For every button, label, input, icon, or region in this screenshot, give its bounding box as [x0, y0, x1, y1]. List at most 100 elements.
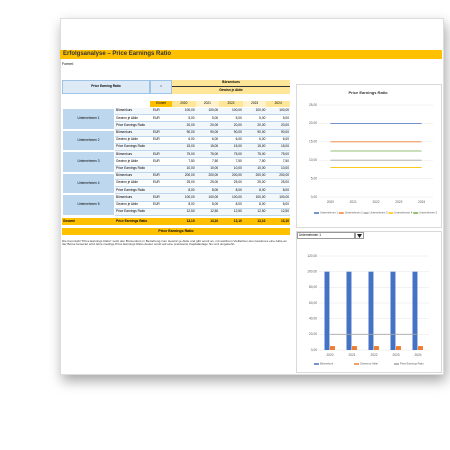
- value: 90,00: [172, 129, 196, 137]
- unit: EUR: [152, 136, 172, 144]
- chart: Price Earnings Ratio 0,00 5,00 10,00 15,00 20…: [309, 90, 438, 215]
- value: 5,00: [195, 115, 220, 123]
- formula-name: Price Earning Ratio: [62, 80, 150, 94]
- header-cell: 2023: [242, 101, 267, 107]
- value: 7,50: [172, 158, 196, 166]
- unit-empty: [152, 187, 172, 195]
- value: 12,50: [219, 208, 243, 216]
- section-text: Die Kennzahl "Price Earnings Ratio" setz…: [62, 240, 287, 247]
- total-value: 13,10: [266, 218, 290, 225]
- total-value: 13,10: [219, 218, 243, 225]
- metric: Price Earnings Ratio: [115, 165, 152, 173]
- y-tick-label: 100,00: [307, 270, 317, 274]
- value: 100,00: [242, 108, 267, 116]
- value: 100,00: [266, 108, 290, 116]
- value: 100,00: [195, 108, 220, 116]
- value: 8,00: [172, 201, 196, 209]
- value: 8,00: [219, 201, 243, 209]
- legend-label: Unternehmen 3: [370, 211, 388, 215]
- formula-label: Formel:: [62, 62, 74, 66]
- title: Erfolgsanalyse – Price Earnings Ratio: [63, 51, 172, 58]
- value: 75,00: [172, 151, 196, 159]
- bar: [346, 271, 352, 350]
- title-bar: [60, 50, 442, 59]
- value: 25,00: [266, 180, 290, 188]
- value: 200,00: [195, 172, 220, 180]
- value: 10,00: [219, 165, 243, 173]
- dropdown-arrow: [357, 233, 362, 238]
- value: 12,50: [172, 208, 196, 216]
- value: 5,00: [242, 115, 267, 123]
- value: 8,00: [195, 187, 220, 195]
- value: 20,00: [195, 122, 220, 130]
- header-cell: 2020: [172, 101, 196, 107]
- legend-label: Unternehmen 1: [320, 211, 338, 215]
- value: 25,00: [172, 180, 196, 188]
- bar: [390, 271, 396, 350]
- value: 75,00: [219, 151, 243, 159]
- value: 5,00: [266, 115, 290, 123]
- unit: EUR: [152, 158, 172, 166]
- unit: EUR: [152, 115, 172, 123]
- value: 7,50: [219, 158, 243, 166]
- y-tick-label: 120,00: [307, 254, 317, 258]
- bar: [330, 346, 335, 350]
- value: 20,00: [242, 122, 267, 130]
- y-tick-label: 80,00: [309, 285, 317, 289]
- formula-numerator: Börsenkurs: [172, 80, 290, 87]
- unit: EUR: [152, 172, 172, 180]
- x-tick-label: 2021: [350, 200, 357, 204]
- dropdown[interactable]: Unternehmen 1: [297, 232, 355, 239]
- value: 15,00: [172, 144, 196, 152]
- y-tick-label: 15,00: [309, 140, 317, 144]
- chart-title: Price Earnings Ratio: [348, 90, 388, 95]
- value: 15,00: [242, 144, 267, 152]
- total-value: 13,10: [172, 218, 196, 225]
- value: 6,00: [195, 136, 220, 144]
- x-tick-label: 2023: [395, 200, 402, 204]
- unit-empty: [152, 144, 172, 152]
- value: 200,00: [266, 172, 290, 180]
- metric: Gewinn je Aktie: [115, 201, 152, 209]
- value: 12,50: [195, 208, 220, 216]
- legend-label: Price Earnings Ratio: [400, 362, 424, 366]
- value: 12,50: [266, 208, 290, 216]
- company-name: Unternehmen 4: [62, 172, 115, 195]
- total-metric: Price Earnings Ratio: [115, 218, 172, 225]
- y-tick-label: 60,00: [309, 301, 317, 305]
- unit: EUR: [152, 201, 172, 209]
- metric: Gewinn je Aktie: [115, 136, 152, 144]
- value: 200,00: [242, 172, 267, 180]
- unit: EUR: [152, 194, 172, 202]
- value: 5,00: [172, 115, 196, 123]
- x-tick-label: 2021: [348, 353, 355, 357]
- value: 5,00: [219, 115, 243, 123]
- header-cell: Einheit: [150, 101, 172, 107]
- value: 10,00: [242, 165, 267, 173]
- value: 100,00: [172, 108, 196, 116]
- legend-label: Unternehmen 5: [419, 211, 437, 215]
- value: 8,00: [242, 187, 267, 195]
- metric: Gewinn je Aktie: [115, 158, 152, 166]
- bar: [324, 271, 330, 350]
- y-tick-label: 40,00: [309, 317, 317, 321]
- value: 200,00: [219, 172, 243, 180]
- unit: EUR: [152, 180, 172, 188]
- y-tick-label: 5,00: [311, 176, 317, 180]
- y-tick-label: 20,00: [309, 332, 317, 336]
- value: 25,00: [242, 180, 267, 188]
- x-tick-label: 2024: [414, 353, 421, 357]
- formula-equals: =: [150, 80, 172, 94]
- x-tick-label: 2023: [392, 353, 399, 357]
- company-name: Unternehmen 2: [62, 129, 115, 152]
- x-tick-label: 2020: [326, 353, 333, 357]
- panel-chart-1: [296, 84, 442, 228]
- y-tick-label: 0,00: [311, 195, 317, 199]
- legend-label: Börsenkurs: [320, 362, 334, 366]
- value: 10,00: [266, 165, 290, 173]
- bar: [418, 346, 423, 350]
- dropdown-button[interactable]: [355, 232, 364, 239]
- value: 20,00: [219, 122, 243, 130]
- chart: 0,00 20,00 40,00 60,00 80,00 100,00 120,00 2020…: [307, 254, 429, 366]
- value: 8,00: [266, 201, 290, 209]
